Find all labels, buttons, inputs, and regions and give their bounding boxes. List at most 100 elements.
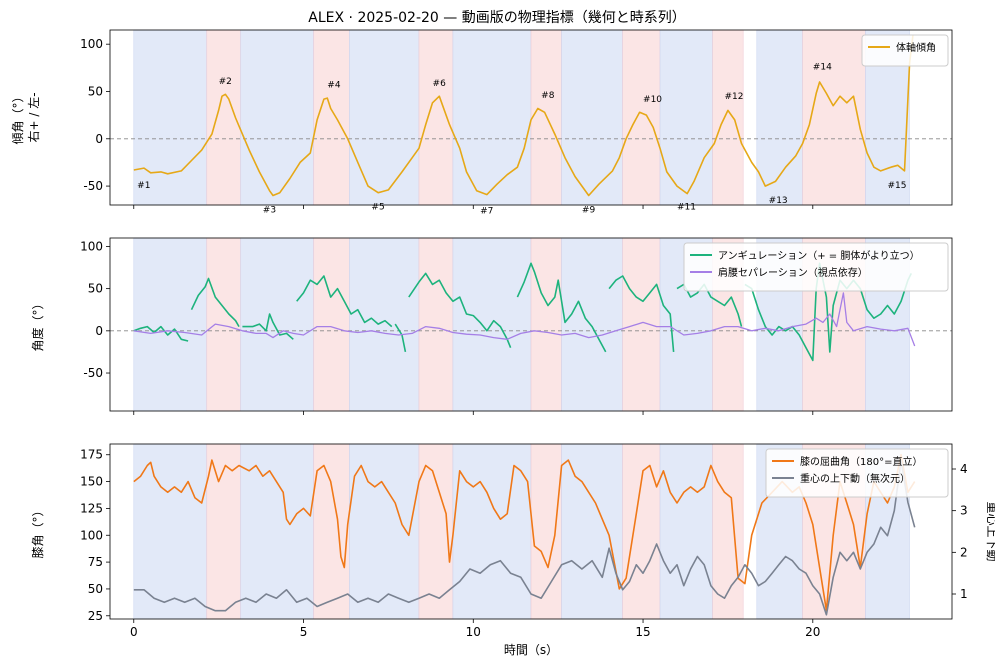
x-tick-label-2: 5 <box>300 625 308 639</box>
axes-frame <box>109 29 953 206</box>
panel-2: -50 0 50 100 角度（°） アンギュレーション（+ = 胴体がより立つ） 肩腰セパ… <box>30 237 953 415</box>
y-tick-label-3: 50 <box>88 84 103 98</box>
turn-annotation-6: #6 <box>433 79 447 89</box>
phase-band-2 <box>206 237 242 412</box>
legend-box <box>683 242 949 292</box>
axes-frame <box>109 237 953 412</box>
turn-annotation-12: #12 <box>725 92 744 102</box>
phase-band-3 <box>240 29 315 206</box>
legend: 体軸傾角 <box>861 34 949 67</box>
phase-band-9 <box>561 443 623 620</box>
phase-band-1 <box>133 443 208 620</box>
y-tick-label-4: 100 <box>80 239 103 253</box>
panel-3: 25 50 75 100 125 150 175 1 2 3 4 重心上下動 0 5 10 15 20 時間（s）… <box>31 443 995 657</box>
turn-annotation-10: #10 <box>643 95 662 105</box>
series-line-2 <box>133 292 916 347</box>
legend-label-1: アンギュレーション（+ = 胴体がより立つ） <box>718 249 920 262</box>
y-right-axis-label: 重心上下動 <box>985 501 995 561</box>
phase-band-14 <box>802 29 866 206</box>
phase-band-8 <box>530 237 562 412</box>
y-tick-label-6: 150 <box>80 475 103 489</box>
turn-annotation-2: #2 <box>219 77 232 87</box>
x-tick-label-1: 0 <box>130 625 138 639</box>
turn-annotation-15: #15 <box>887 181 906 191</box>
y-right-tick-label-3: 3 <box>960 504 968 518</box>
turn-annotation-9: #9 <box>582 206 596 216</box>
phase-band-6 <box>418 29 454 206</box>
axes-frame <box>109 443 953 620</box>
phase-band-7 <box>452 443 532 620</box>
phase-band-9 <box>561 237 623 412</box>
legend-box <box>765 448 949 498</box>
series-line-1-seg-4 <box>296 275 393 328</box>
x-axis-label: 時間（s） <box>504 643 558 657</box>
phase-band-6 <box>418 237 454 412</box>
series-line-2 <box>133 459 916 616</box>
phase-band-4 <box>313 443 350 620</box>
legend-label-1: 膝の屈曲角（180°=直立） <box>800 455 922 468</box>
legend: 膝の屈曲角（180°=直立） 重心の上下動（無次元） <box>765 448 949 498</box>
y-tick-label-4: 100 <box>80 37 103 51</box>
legend-box <box>861 34 949 67</box>
legend-label-2: 重心の上下動（無次元） <box>800 472 910 485</box>
phase-band-10 <box>622 237 661 412</box>
phase-band-11 <box>659 443 713 620</box>
x-tick-label-5: 20 <box>805 625 820 639</box>
phase-band-10 <box>622 443 661 620</box>
legend-label-1: 体軸傾角 <box>896 41 936 54</box>
y-tick-label-2: 0 <box>95 132 103 146</box>
series-group <box>133 34 914 197</box>
y-axis-label: 膝角（°） <box>31 504 45 558</box>
x-tick-label-4: 15 <box>635 625 650 639</box>
phase-band-13 <box>756 29 803 206</box>
series-line-1-seg-6 <box>408 272 512 349</box>
turn-annotation-4: #4 <box>327 81 341 91</box>
y-axis-label-line-1: 傾角（°） <box>11 90 25 144</box>
series-line-1 <box>133 34 914 197</box>
series-line-1-seg-9 <box>676 283 743 327</box>
phase-band-4 <box>313 29 350 206</box>
phase-band-1 <box>133 29 208 206</box>
turn-annotation-1: #1 <box>137 181 150 191</box>
series-line-1-seg-2 <box>190 277 240 327</box>
y-axis-label-line-2: 右+ / 左- <box>26 92 41 142</box>
y-tick-label-1: 25 <box>88 609 103 623</box>
phase-band-5 <box>349 29 420 206</box>
y-right-tick-label-1: 1 <box>960 587 968 601</box>
phase-band-12 <box>712 29 744 206</box>
y-right-tick-label-4: 4 <box>960 462 968 476</box>
panel-1: #1 #2 #3 #4 #5 #6 #7 #8 #9 #10 #11 #12 #13 #14 #15 -50 0… <box>11 29 953 217</box>
legend-label-2: 肩腰セパレーション（視点依存） <box>718 266 868 279</box>
phase-band-3 <box>240 443 315 620</box>
y-tick-label-5: 125 <box>80 501 103 515</box>
y-tick-label-2: 0 <box>95 324 103 338</box>
phase-band-4 <box>313 237 350 412</box>
turn-annotation-13: #13 <box>769 196 788 206</box>
y-tick-label-4: 100 <box>80 528 103 542</box>
y-axis-label: 角度（°） <box>30 297 45 351</box>
phase-band-9 <box>561 29 623 206</box>
phase-band-12 <box>712 443 744 620</box>
figure-title: ALEX · 2025-02-20 — 動画版の物理指標（幾何と時系列） <box>308 10 685 26</box>
turn-annotation-5: #5 <box>371 203 384 213</box>
y-right-tick-label-2: 2 <box>960 545 968 559</box>
series-line-1-seg-7 <box>516 262 607 353</box>
phase-band-7 <box>452 29 532 206</box>
phase-band-3 <box>240 237 315 412</box>
y-tick-label-3: 75 <box>88 555 103 569</box>
turn-annotation-7: #7 <box>480 207 493 217</box>
phase-band-11 <box>659 29 713 206</box>
phase-band-5 <box>349 443 420 620</box>
y-tick-label-1: -50 <box>83 366 103 380</box>
series-line-1-seg-8 <box>608 275 675 352</box>
phase-band-8 <box>530 443 562 620</box>
phase-band-1 <box>133 237 208 412</box>
phase-band-5 <box>349 237 420 412</box>
turn-annotation-8: #8 <box>541 91 555 101</box>
series-group <box>133 262 916 362</box>
x-tick-label-3: 10 <box>466 625 481 639</box>
turn-annotation-11: #11 <box>677 203 696 213</box>
y-tick-label-3: 50 <box>88 282 103 296</box>
turn-annotation-14: #14 <box>813 63 832 73</box>
